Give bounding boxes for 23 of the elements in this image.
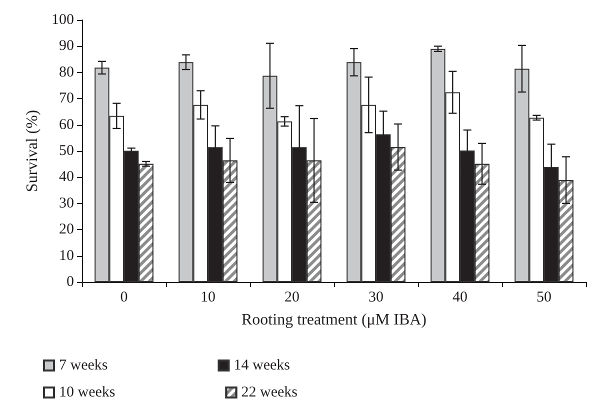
legend-label: 10 weeks	[59, 384, 116, 400]
y-tick-label: 30	[59, 195, 74, 212]
y-tick-label: 60	[59, 116, 74, 133]
y-tick-label: 100	[52, 12, 74, 28]
x-axis-title: Rooting treatment (μM IBA)	[242, 312, 426, 328]
x-tick-label: 40	[452, 290, 468, 306]
legend-label: 7 weeks	[59, 358, 108, 374]
x-tick-label: 0	[120, 290, 128, 306]
y-axis-title: Survival (%)	[24, 110, 42, 192]
x-tick-label: 20	[284, 290, 300, 306]
y-tick-label: 0	[66, 274, 74, 290]
y-tick-label: 90	[59, 38, 74, 54]
y-tick-label: 70	[59, 90, 74, 107]
x-tick-label: 10	[200, 290, 216, 306]
y-tick-label: 50	[59, 143, 74, 159]
x-tick-label: 30	[368, 290, 384, 306]
y-tick-label: 10	[59, 248, 74, 264]
legend-label: 22 weeks	[241, 384, 298, 400]
y-tick-label: 80	[59, 64, 74, 80]
x-tick-label: 50	[536, 290, 552, 306]
y-tick-label: 20	[59, 222, 74, 238]
legend-label: 14 weeks	[234, 358, 290, 374]
y-tick-label: 40	[59, 169, 74, 186]
